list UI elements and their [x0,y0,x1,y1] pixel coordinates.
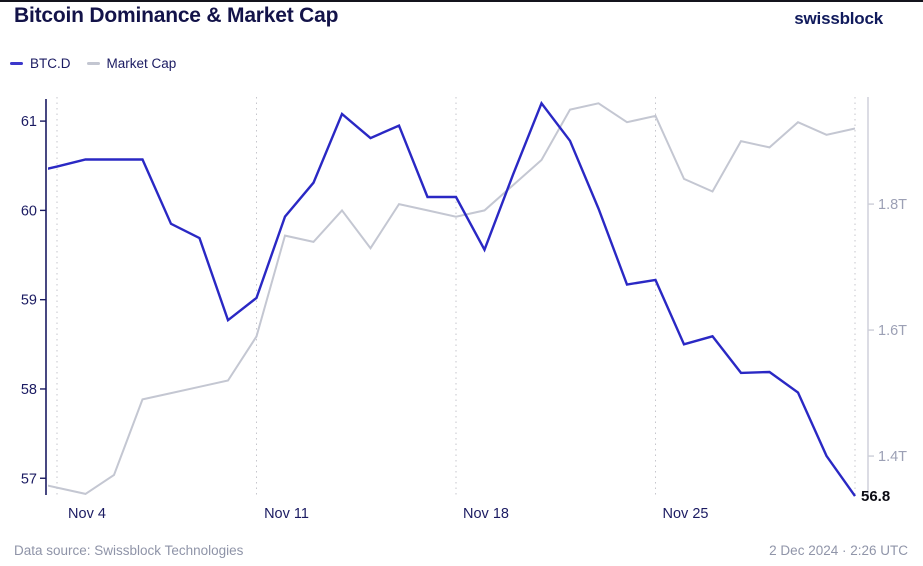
timestamp: 2 Dec 2024 · 2:26 UTC [769,543,908,558]
right-tick-label: 1.4T [878,449,907,465]
left-tick-label: 58 [21,382,37,398]
data-source-note: Data source: Swissblock Technologies [14,543,244,558]
brand-logo: swissblock [794,9,883,28]
left-tick-label: 61 [21,114,37,130]
series-line-market-cap [48,102,856,495]
btcd-line-swatch-icon [10,62,23,65]
x-tick-label: Nov 18 [463,506,509,522]
legend-item-marketcap[interactable]: Market Cap [86,56,177,71]
right-tick-label: 1.6T [878,323,907,339]
right-tick-label: 1.8T [878,197,907,213]
page-title: Bitcoin Dominance & Market Cap [14,4,339,27]
left-tick-label: 59 [21,293,37,309]
legend: BTC.D Market Cap [10,56,176,71]
legend-label-btcd: BTC.D [30,56,71,71]
x-tick-label: Nov 25 [663,506,709,522]
marketcap-line-swatch-icon [86,62,100,65]
end-value-label: 56.8 [861,488,890,505]
left-tick-label: 60 [21,203,37,219]
x-tick-label: Nov 11 [264,506,309,522]
x-tick-label: Nov 4 [68,506,106,522]
legend-item-btcd[interactable]: BTC.D [10,56,71,71]
series-line-btc-d [48,100,856,497]
left-tick-label: 57 [21,471,37,487]
legend-label-marketcap: Market Cap [106,56,177,71]
